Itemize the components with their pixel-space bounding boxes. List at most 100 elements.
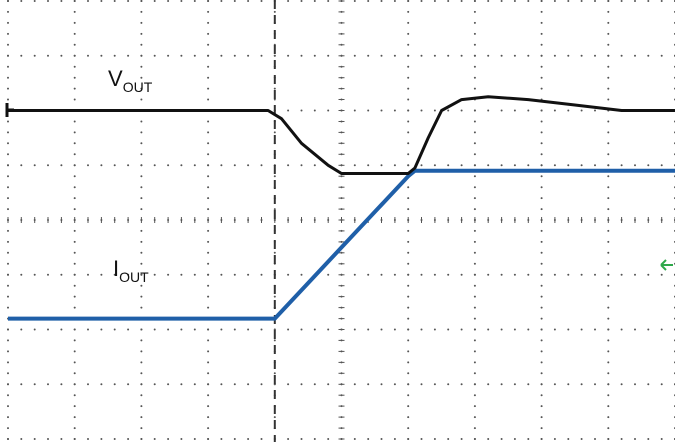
grid-dot (73, 65, 76, 68)
grid-dot (540, 438, 543, 440)
grid-dot (7, 76, 9, 79)
iout-trace (8, 168, 675, 321)
grid-dot (393, 0, 396, 2)
grid-dot (73, 43, 76, 46)
grid-dot (153, 328, 156, 331)
grid-dot (47, 164, 49, 167)
grid-dot (460, 164, 463, 167)
grid-dot (407, 164, 410, 167)
grid-dot (647, 0, 650, 2)
grid-dot (207, 394, 210, 397)
grid-dot (460, 383, 463, 386)
grid-dot (7, 361, 9, 364)
grid-dot (473, 394, 476, 397)
grid-dot (407, 416, 410, 419)
grid-dot (207, 10, 210, 13)
grid-dot (273, 372, 276, 375)
grid-dot (433, 164, 436, 167)
grid-dot (447, 0, 450, 2)
grid-dot (540, 164, 543, 167)
grid-dot (553, 438, 556, 440)
grid-dot (273, 54, 276, 57)
grid-dot (353, 438, 356, 440)
grid-dot (473, 164, 476, 167)
grid-dot (127, 273, 130, 276)
grid-dot (7, 251, 9, 254)
grid-dot (207, 175, 210, 178)
grid-dot (367, 273, 370, 276)
grid-dot (207, 21, 210, 24)
grid-dot (153, 54, 156, 57)
grid-dot (193, 328, 196, 331)
grid-dot (527, 383, 530, 386)
grid-dot (300, 328, 303, 331)
grid-dot (594, 164, 596, 167)
grid-dot (607, 328, 610, 331)
grid-dot (407, 32, 410, 35)
grid-dot (60, 273, 63, 276)
grid-dot (540, 109, 543, 112)
grid-dot (167, 164, 170, 167)
grid-dot (567, 328, 570, 331)
grid-dot (473, 251, 476, 254)
grid-dot (87, 54, 89, 57)
grid-dot (73, 273, 76, 276)
grid-dot (193, 273, 196, 276)
grid-dot (140, 251, 143, 254)
grid-dot (420, 438, 423, 440)
grid-dot (127, 164, 130, 167)
grid-dot (73, 383, 76, 386)
grid-dot (540, 142, 543, 145)
grid-dot (73, 175, 76, 178)
grid-dot (287, 164, 290, 167)
grid-dot (607, 273, 610, 276)
grid-dot (113, 383, 116, 386)
grid-dot (140, 328, 143, 331)
grid-dot (407, 372, 410, 375)
grid-dot (407, 405, 410, 408)
grid-dot (327, 0, 330, 2)
grid-dot (140, 394, 143, 397)
grid-dot (20, 383, 23, 386)
grid-dot (220, 328, 223, 331)
grid-dot (540, 306, 543, 309)
grid-dot (7, 175, 9, 178)
grid-dot (73, 339, 76, 342)
grid-dot (594, 383, 596, 386)
grid-dot (167, 0, 170, 2)
grid-dot (33, 328, 36, 331)
grid-dot (407, 251, 410, 254)
grid-dot (380, 438, 383, 440)
grid-dot (207, 32, 210, 35)
grid-dot (473, 43, 476, 46)
grid-dot (287, 328, 290, 331)
grid-dot (7, 350, 9, 353)
grid-dot (553, 109, 556, 112)
grid-dot (594, 109, 596, 112)
grid-dot (487, 328, 490, 331)
grid-dot (207, 54, 210, 57)
grid-dot (460, 273, 463, 276)
grid-dot (140, 0, 143, 2)
grid-dot (473, 10, 476, 13)
grid-dot (513, 164, 516, 167)
grid-dot (473, 54, 476, 57)
grid-dot (47, 273, 49, 276)
grid-dot (140, 21, 143, 24)
grid-dot (73, 438, 76, 440)
grid-dot (193, 438, 196, 440)
grid-dot (167, 54, 170, 57)
grid-dot (313, 54, 316, 57)
grid-dot (580, 383, 583, 386)
grid-dot (313, 109, 316, 112)
grid-dot (140, 405, 143, 408)
grid-dot (407, 229, 410, 232)
grid-dot (33, 164, 36, 167)
grid-dot (393, 164, 396, 167)
grid-dot (60, 383, 63, 386)
grid-dot (540, 153, 543, 156)
green-arrow-marker-icon (660, 259, 673, 271)
grid-dot (113, 164, 116, 167)
grid-dot (594, 0, 596, 2)
grid-dot (540, 0, 543, 2)
